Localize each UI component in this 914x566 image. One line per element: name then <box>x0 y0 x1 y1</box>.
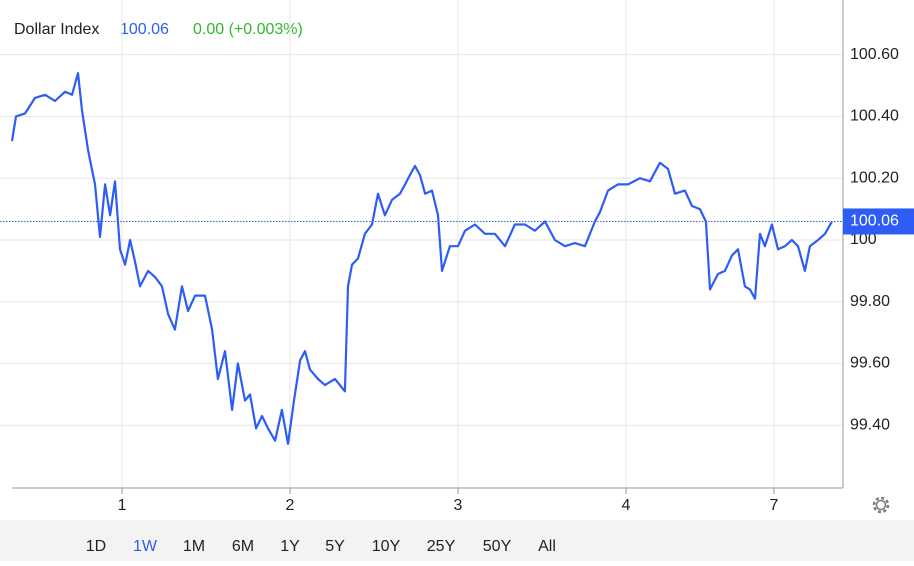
x-tick-label: 2 <box>286 497 295 514</box>
y-tick-label: 99.40 <box>850 417 890 434</box>
range-button[interactable]: 1W <box>133 538 158 555</box>
range-button[interactable]: 25Y <box>427 538 456 555</box>
header-change: 0.00 (+0.003%) <box>193 21 303 38</box>
range-button[interactable]: 50Y <box>483 538 512 555</box>
current-price-tag <box>843 208 914 235</box>
y-tick-label: 100 <box>850 231 877 248</box>
x-tick-label: 3 <box>454 497 463 514</box>
range-button[interactable]: 1D <box>86 538 106 555</box>
range-button[interactable]: 6M <box>232 538 254 555</box>
y-tick-label: 100.60 <box>850 46 899 63</box>
range-button[interactable]: All <box>538 538 556 555</box>
range-button[interactable]: 1Y <box>280 538 300 555</box>
y-tick-label: 99.80 <box>850 293 890 310</box>
y-tick-label: 100.20 <box>850 169 899 186</box>
chart-title: Dollar Index <box>14 21 99 38</box>
y-tick-label: 100.40 <box>850 108 899 125</box>
x-tick-label: 4 <box>622 497 631 514</box>
y-tick-label: 99.60 <box>850 355 890 372</box>
x-tick-label: 7 <box>770 497 779 514</box>
price-line <box>10 72 833 445</box>
range-bar <box>0 520 914 561</box>
settings-icon[interactable] <box>872 496 890 514</box>
x-tick-label: 1 <box>118 497 127 514</box>
current-price-label: 100.06 <box>850 213 899 230</box>
header-price: 100.06 <box>120 21 169 38</box>
range-button[interactable]: 5Y <box>325 538 345 555</box>
range-button[interactable]: 1M <box>183 538 205 555</box>
range-button[interactable]: 10Y <box>372 538 401 555</box>
